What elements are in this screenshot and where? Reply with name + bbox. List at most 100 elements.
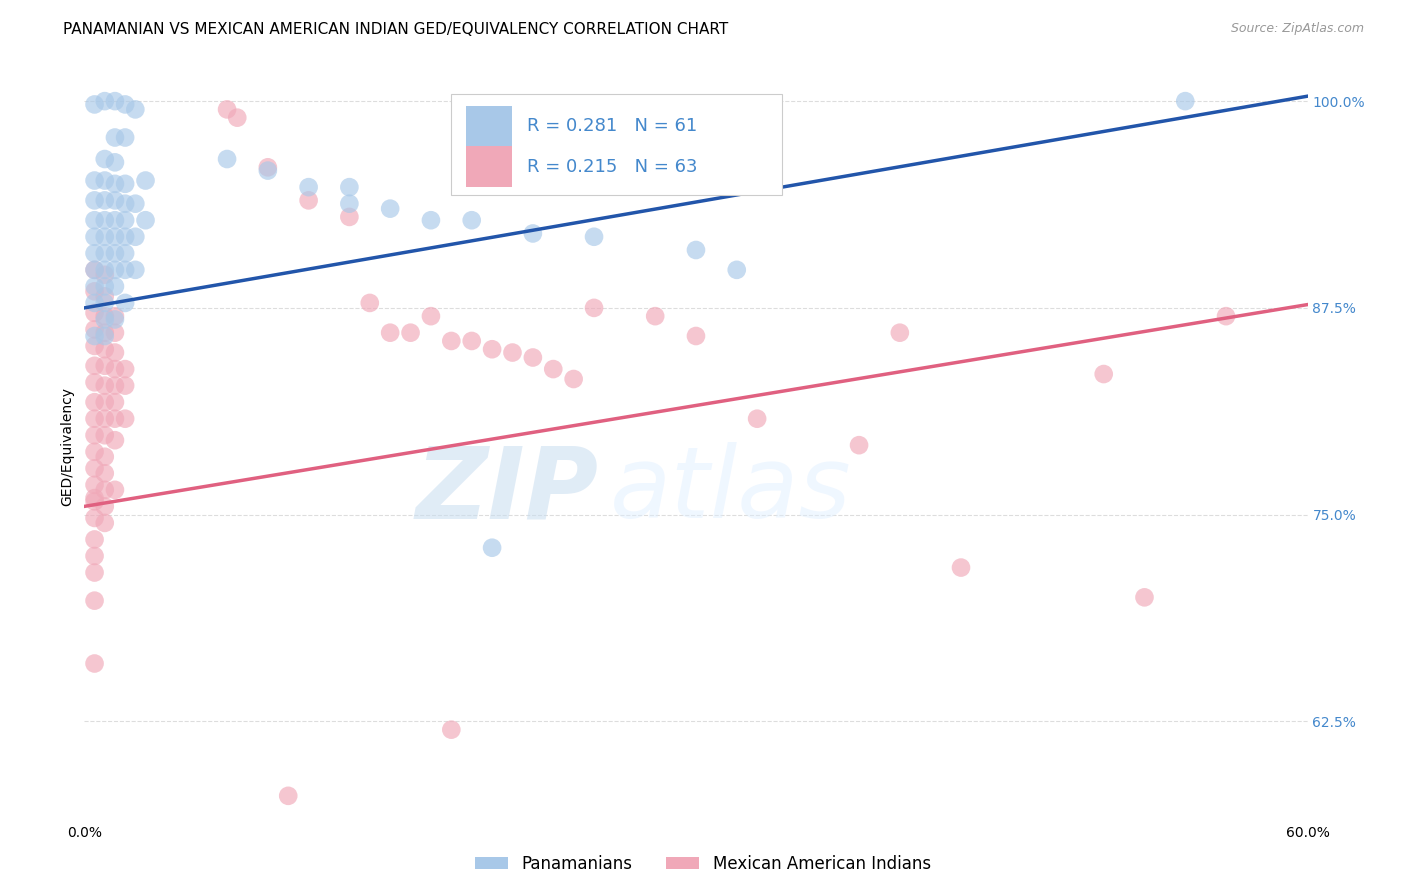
Point [83,285,105,299]
Point [93,296,115,310]
Point [83,376,105,390]
Point [83,491,105,505]
Point [889,326,911,340]
Point [93,395,115,409]
Point [277,789,299,803]
Point [83,329,105,343]
Point [104,246,127,260]
Point [747,411,769,425]
Point [83,279,105,293]
Point [93,268,115,282]
Point [114,177,136,191]
Point [104,345,127,359]
Point [83,494,105,508]
Point [83,173,105,187]
Point [950,560,973,574]
Point [83,263,105,277]
Point [83,511,105,525]
Point [543,362,565,376]
Point [104,483,127,497]
Point [685,243,707,257]
Point [114,411,136,425]
Point [217,152,239,166]
Text: R = 0.281   N = 61: R = 0.281 N = 61 [527,117,697,136]
Bar [465,105,513,147]
Point [502,345,524,359]
Point [339,210,361,224]
Point [93,326,115,340]
Point [135,213,157,227]
Point [104,279,127,293]
Point [93,289,115,303]
Point [1133,591,1156,605]
Point [685,329,707,343]
Point [93,312,115,326]
Point [93,194,115,208]
Point [93,263,115,277]
Point [440,334,463,348]
Bar [465,146,513,187]
Point [420,213,443,227]
Point [583,301,606,315]
Point [124,103,146,117]
Point [93,516,115,530]
Point [848,438,870,452]
Point [339,196,361,211]
Text: atlas: atlas [610,442,852,540]
Point [93,94,115,108]
Point [420,309,443,323]
Point [83,411,105,425]
Point [83,359,105,373]
Point [83,428,105,442]
Point [104,177,127,191]
Point [83,322,105,336]
Point [104,434,127,448]
Point [114,296,136,310]
Text: ZIP: ZIP [415,442,598,540]
Point [339,180,361,194]
Y-axis label: GED/Equivalency: GED/Equivalency [60,386,75,506]
Point [1174,94,1197,108]
Point [114,362,136,376]
Point [83,97,105,112]
Point [93,500,115,514]
Point [83,444,105,458]
Point [114,378,136,392]
Point [83,213,105,227]
Point [83,478,105,492]
Point [114,97,136,112]
Point [93,173,115,187]
Point [93,428,115,442]
Point [83,296,105,310]
Point [359,296,381,310]
Point [93,359,115,373]
Point [104,312,127,326]
Point [124,229,146,244]
Legend: Panamanians, Mexican American Indians: Panamanians, Mexican American Indians [468,848,938,880]
Point [124,263,146,277]
Point [124,196,146,211]
Point [104,213,127,227]
Point [522,227,544,241]
Point [481,343,503,357]
Point [104,362,127,376]
Point [93,411,115,425]
Point [93,213,115,227]
Point [83,229,105,244]
Point [104,326,127,340]
Point [583,229,606,244]
Point [104,229,127,244]
Point [257,161,280,175]
Point [217,103,239,117]
Text: PANAMANIAN VS MEXICAN AMERICAN INDIAN GED/EQUIVALENCY CORRELATION CHART: PANAMANIAN VS MEXICAN AMERICAN INDIAN GE… [63,22,728,37]
Point [83,194,105,208]
FancyBboxPatch shape [451,94,782,195]
Point [104,395,127,409]
Point [114,246,136,260]
Point [399,326,422,340]
Text: Source: ZipAtlas.com: Source: ZipAtlas.com [1230,22,1364,36]
Point [93,246,115,260]
Point [104,155,127,169]
Point [257,163,280,178]
Point [461,213,484,227]
